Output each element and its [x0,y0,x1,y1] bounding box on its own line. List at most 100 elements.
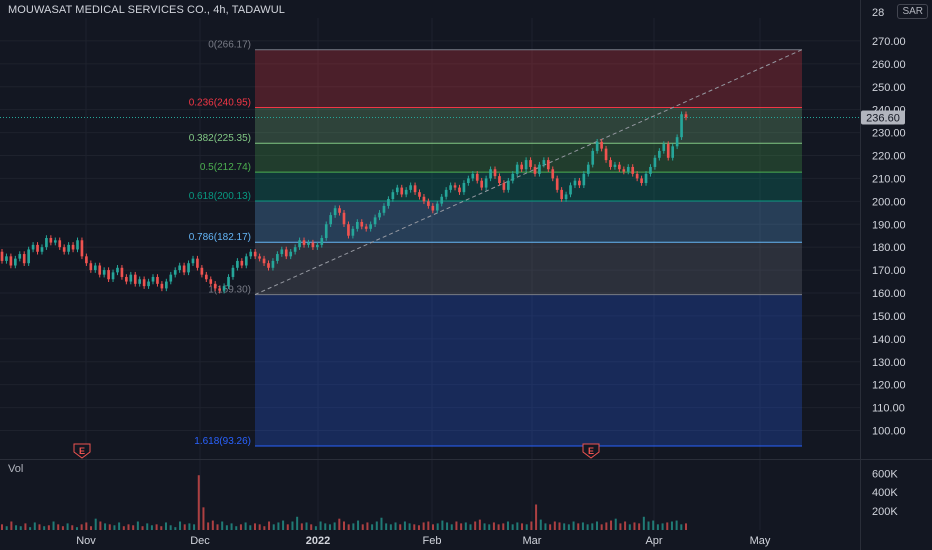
candle-body [404,189,408,195]
volume-tick-label: 400K [872,487,898,499]
candle-body [316,244,319,248]
price-tick-label: 250.00 [872,82,906,94]
volume-bar [108,524,111,530]
volume-bar [628,524,631,530]
volume-bar [656,524,659,530]
price-tick-label: 28 [872,7,884,19]
volume-bar [469,524,472,530]
candle-body [129,274,133,282]
fib-level-label: 0.786(182.17) [189,232,251,243]
volume-bar [591,523,594,530]
volume-tick-label: 200K [872,506,898,518]
candle-body [93,265,97,271]
candle-body [258,256,261,259]
volume-bar [10,521,13,530]
candle-body [498,176,501,183]
volume-bar [436,523,439,530]
candle-body [435,203,439,211]
fib-level-label: 0.5(212.74) [200,162,251,173]
volume-bar [305,522,308,530]
candle-body [440,196,444,204]
candle-body [196,258,199,268]
volume-bar [581,522,584,530]
volume-bar [127,524,130,530]
volume-bar [296,516,299,530]
volume-bar [61,526,64,530]
candle-body [480,180,484,188]
candle-body [302,240,306,245]
candle-body [604,148,608,161]
candle-body [240,260,244,266]
volume-bar [685,523,687,530]
volume-bar [263,526,266,530]
volume-bar [366,522,369,530]
price-tick-label: 260.00 [872,59,906,71]
candle-body [9,256,13,266]
volume-bar [188,523,191,530]
candle-body [71,244,75,250]
candle-body [431,205,435,211]
volume-bar [666,522,669,530]
candle-body [653,157,657,167]
candle-body [156,276,159,284]
candle-body [413,185,417,193]
candle-body [22,254,26,264]
volume-bar [282,520,285,530]
candle-body [253,251,257,257]
volume-bar [530,521,533,530]
candle-body [355,221,359,229]
candle-body [680,114,683,138]
candle-body [533,166,537,174]
volume-bar [361,524,364,530]
candle-body [364,226,368,229]
volume-bar [647,521,650,530]
candle-body [45,238,48,248]
candle-body [280,249,284,255]
volume-bar [1,524,3,530]
candle-body [631,166,635,174]
volume-bar [253,523,256,530]
candle-body [444,189,448,197]
fib-band [255,49,802,108]
symbol-title: MOUWASAT MEDICAL SERVICES CO., 4h, TADAW… [8,4,286,16]
volume-bar [29,527,32,530]
candle-body [546,160,550,170]
candle-body [182,265,186,273]
volume-bar [403,521,406,530]
volume-bar [497,524,500,530]
candle-body [635,173,639,179]
volume-bar [483,523,486,530]
volume-bar [422,522,425,530]
candle-body [524,160,528,170]
candle-body [276,254,279,261]
candle-body [586,164,590,174]
currency-badge[interactable]: SAR [897,4,928,19]
candle-body [591,150,595,165]
volume-bar [150,525,153,530]
volume-bar [417,525,420,530]
volume-bar [324,523,327,530]
candle-body [338,208,341,213]
volume-bar [211,520,214,530]
candle-body [649,166,652,174]
candle-body [360,221,364,227]
volume-bar [193,524,196,530]
candle-body [307,242,310,245]
volume-bar [146,523,149,530]
candle-body [573,180,577,186]
earnings-marker[interactable]: E [582,443,600,459]
candle-body [36,244,39,252]
volume-bar [52,521,55,530]
candle-body [191,258,195,264]
candle-body [542,160,546,165]
candle-body [391,192,395,200]
fib-level-label: 1.618(93.26) [194,436,251,447]
earnings-marker[interactable]: E [73,443,91,459]
volume-bar [427,521,430,530]
volume-bar [80,524,83,530]
volume-bar [619,523,622,530]
candle-body [147,281,150,287]
candle-body [351,228,355,236]
